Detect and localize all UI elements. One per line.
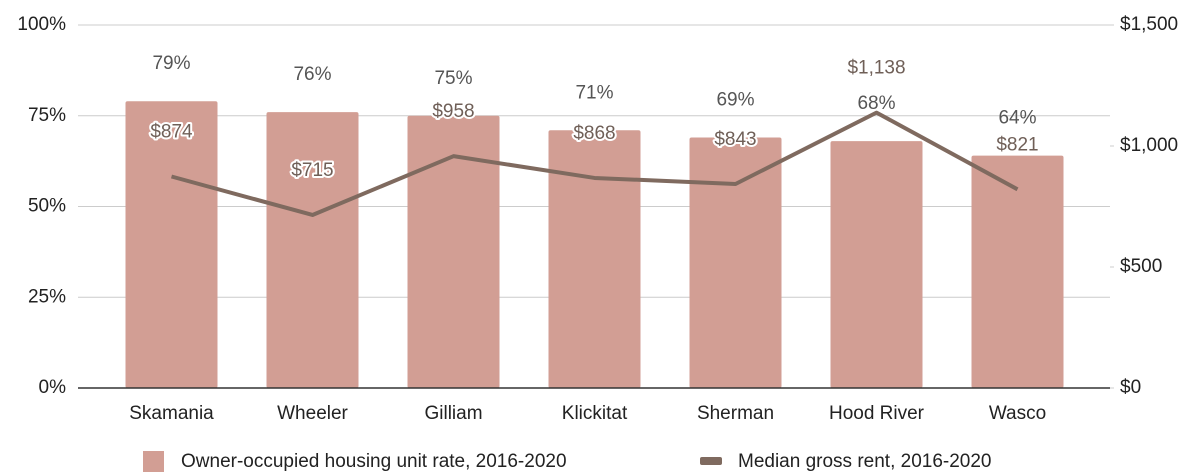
bar-value-label: 76% — [293, 64, 331, 85]
y2-tick-label: $500 — [1120, 256, 1162, 277]
bar — [266, 112, 359, 389]
bar — [548, 130, 641, 388]
bar — [125, 101, 218, 388]
x-tick-label: Hood River — [829, 403, 925, 424]
line-value-label: $715 — [291, 160, 333, 181]
x-tick-label: Wasco — [989, 403, 1046, 424]
legend-label: Median gross rent, 2016-2020 — [738, 451, 992, 472]
y-tick-label: 100% — [17, 14, 66, 35]
bar-value-label: 69% — [716, 90, 754, 111]
line-value-label: $874 — [150, 122, 193, 143]
bar-value-label: 79% — [152, 53, 190, 74]
legend-label: Owner-occupied housing unit rate, 2016-2… — [181, 451, 567, 472]
line-value-label: $868 — [573, 123, 615, 144]
bar-value-label: 75% — [434, 68, 472, 89]
y2-tick-label: $0 — [1120, 377, 1141, 398]
y2-tick-label: $1,500 — [1120, 14, 1178, 35]
line-value-label: $958 — [432, 101, 474, 122]
bar — [830, 141, 923, 388]
y-tick-label: 75% — [28, 105, 66, 126]
y2-tick-label: $1,000 — [1120, 135, 1178, 156]
x-tick-label: Gilliam — [424, 403, 482, 424]
bar-value-label: 64% — [998, 108, 1036, 129]
bar — [407, 115, 500, 388]
legend-swatch — [143, 451, 164, 472]
line-value-label: $821 — [996, 134, 1038, 155]
line — [170, 110, 1019, 217]
y-tick-label: 50% — [28, 196, 66, 217]
legend-swatch — [700, 457, 722, 465]
line-value-label: $1,138 — [847, 58, 905, 79]
bar-value-label: 71% — [575, 82, 613, 103]
x-tick-label: Wheeler — [277, 403, 348, 424]
y-tick-label: 25% — [28, 286, 66, 307]
x-tick-label: Klickitat — [562, 403, 628, 424]
bar — [971, 155, 1064, 388]
line-value-label: $843 — [714, 129, 756, 150]
x-tick-label: Sherman — [697, 403, 774, 424]
bar-value-label: 68% — [857, 93, 895, 114]
bar — [689, 137, 782, 388]
x-tick-label: Skamania — [129, 403, 214, 424]
y-tick-label: 0% — [39, 377, 67, 398]
